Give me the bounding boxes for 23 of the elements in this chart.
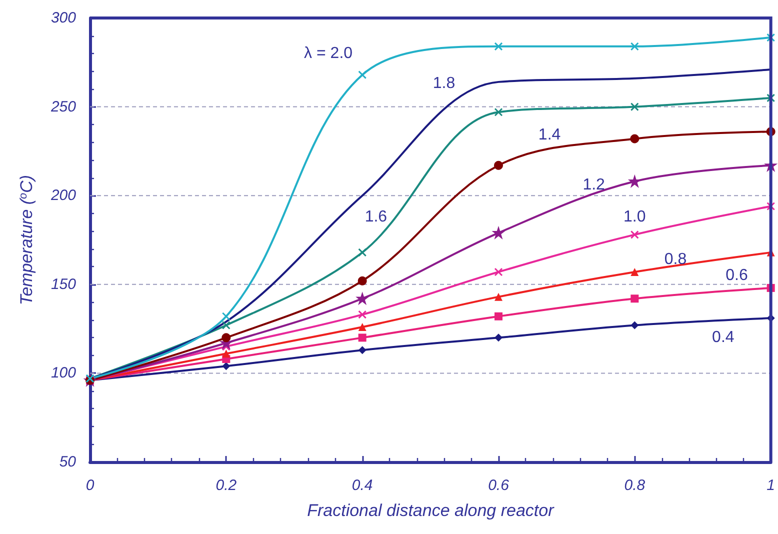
y-tick-label: 300 — [50, 10, 77, 26]
x-tick-label: 1 — [766, 477, 775, 494]
series-label: λ = 2.0 — [304, 45, 353, 62]
x-axis-title: Fractional distance along reactor — [307, 501, 556, 520]
y-tick-label: 200 — [50, 187, 77, 204]
y-axis-title: Temperature (oC) — [17, 174, 36, 306]
x-tick-label: 0.2 — [216, 477, 238, 494]
y-tick-label: 150 — [50, 276, 77, 293]
x-tick-label: 0 — [86, 477, 95, 494]
y-tick-label: 250 — [50, 98, 77, 116]
series-label: 1.4 — [538, 126, 561, 144]
x-tick-label: 0.8 — [624, 477, 646, 494]
series-label: 1.2 — [582, 176, 606, 194]
series-label: 0.4 — [712, 329, 734, 346]
series-label: 1.6 — [364, 208, 388, 226]
series-label: 0.6 — [726, 267, 748, 284]
series-label: 1.8 — [432, 75, 456, 92]
x-tick-label: 0.6 — [488, 477, 510, 494]
y-tick-label: 100 — [50, 364, 77, 382]
series-label: 0.8 — [664, 251, 687, 268]
y-tick-label: 50 — [59, 454, 77, 470]
series-label: 1.0 — [624, 208, 646, 226]
x-tick-label: 0.4 — [352, 477, 373, 494]
